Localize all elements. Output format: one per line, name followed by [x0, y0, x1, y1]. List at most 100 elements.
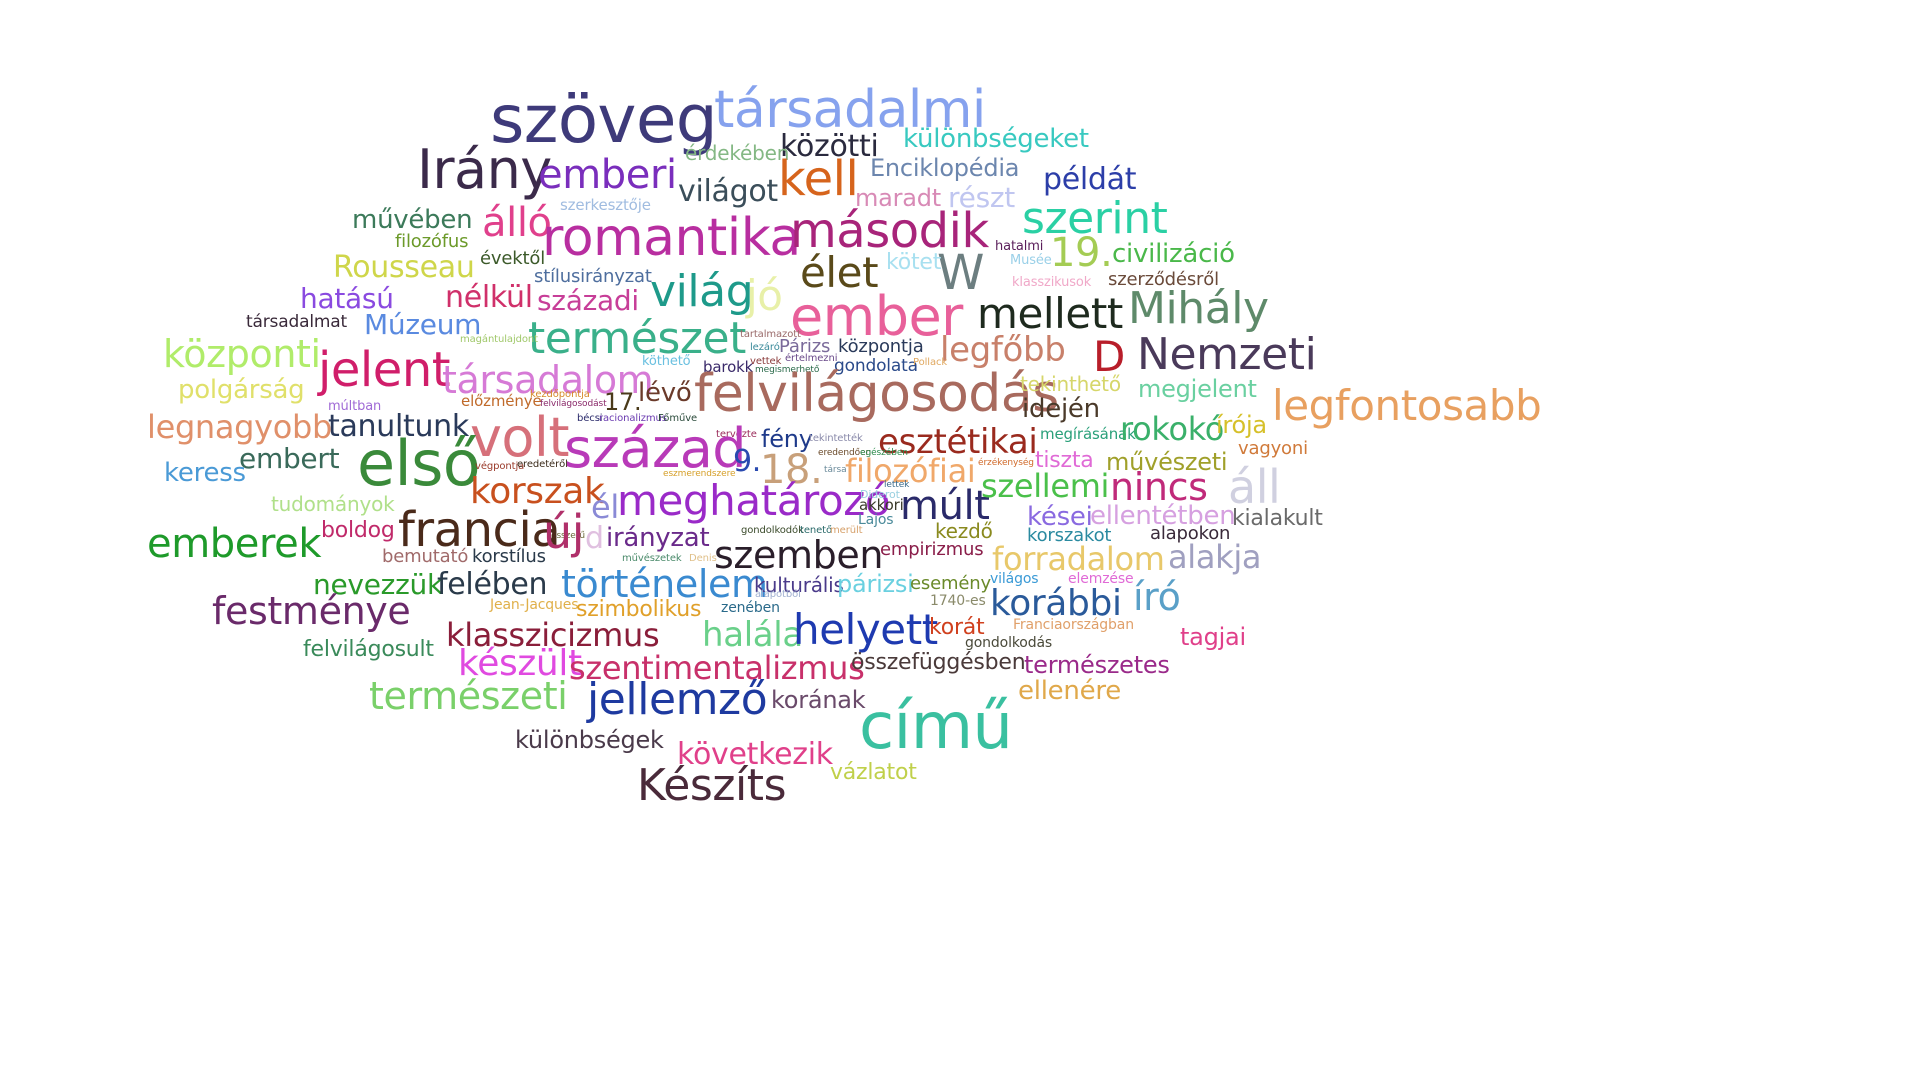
word-embert: embert: [239, 442, 340, 475]
word-élet: élet: [800, 248, 879, 297]
word-merült: merült: [830, 525, 863, 536]
word-érzékenység: érzékenység: [978, 458, 1034, 468]
word-vagyoni: vagyoni: [1238, 438, 1308, 459]
word-művében: művében: [352, 205, 473, 235]
word-új: új: [543, 505, 585, 559]
word-múzeum: Múzeum: [364, 308, 482, 341]
word-filozófus: filozófus: [395, 231, 469, 252]
word-következik: következik: [677, 737, 833, 772]
word-jó: jó: [746, 271, 783, 320]
word-írója: írója: [1216, 411, 1267, 439]
word-gondolkodás: gondolkodás: [965, 635, 1053, 651]
word-első: első: [357, 427, 481, 500]
word-szentimentalizmus: szentimentalizmus: [569, 649, 865, 687]
word-gondolkodók: gondolkodók: [741, 525, 804, 536]
word-századi: századi: [537, 284, 639, 317]
word-felében: felében: [437, 567, 548, 602]
word-főműve: Főműve: [658, 413, 698, 424]
word-emberek: emberek: [147, 521, 322, 567]
word-köthető: köthető: [642, 354, 691, 369]
word-klasszikusok: klasszikusok: [1012, 275, 1092, 290]
word-1740-es: 1740-es: [930, 593, 986, 609]
word-előzménye: előzménye: [461, 392, 542, 410]
word-megismerhető: megismerhető: [755, 365, 820, 375]
word-jellemző: jellemző: [587, 674, 768, 725]
word-meghatározó: meghatározó: [617, 476, 891, 525]
word-keress: keress: [164, 458, 246, 488]
word-mellett: mellett: [977, 289, 1123, 338]
word-korstílus: korstílus: [472, 546, 546, 567]
word-történelem: történelem: [561, 562, 768, 606]
word-művészetek: művészetek: [622, 553, 682, 564]
word-közötti: közötti: [780, 129, 879, 164]
word-w: W: [937, 245, 984, 301]
word-értelmezni: értelmezni: [785, 353, 838, 364]
word-világot: világot: [678, 174, 778, 209]
word-tiszta: tiszta: [1035, 448, 1094, 473]
word-fény: fény: [761, 425, 813, 453]
word-jean-jacques: Jean-Jacques: [490, 597, 579, 613]
word-részt: részt: [948, 181, 1015, 214]
word-második: második: [790, 203, 989, 259]
word-zenében: zenében: [721, 600, 780, 616]
word-d-small: d: [585, 521, 604, 556]
word-felvilágosodást: felvilágosodást: [540, 399, 607, 409]
word-racionalizmus: racionalizmus: [599, 413, 667, 424]
word-18: 18.: [760, 447, 823, 493]
word-művészeti: művészeti: [1106, 448, 1228, 476]
word-század: század: [564, 417, 747, 480]
word-hatású: hatású: [300, 282, 394, 315]
word-tekinthető: tekinthető: [1020, 372, 1121, 396]
word-múltban: múltban: [328, 399, 382, 414]
word-rousseau: Rousseau: [333, 250, 475, 285]
word-természeti: természeti: [369, 674, 568, 718]
word-egészében: egészében: [860, 448, 908, 458]
word-d: D: [1093, 332, 1125, 381]
word-tekintették: tekintették: [809, 433, 863, 444]
word-gondolata: gondolata: [834, 356, 918, 376]
word-kötet: kötet: [886, 250, 942, 275]
word-párizs: Párizs: [779, 336, 831, 357]
word-jelent: jelent: [318, 342, 451, 398]
word-kulturális: kulturális: [754, 573, 844, 597]
word-tervezte: tervezte: [716, 429, 757, 440]
word-szellemi: szellemi: [981, 467, 1110, 505]
word-irány: Irány: [417, 138, 552, 201]
word-eredendően: eredendően: [818, 448, 872, 458]
word-korszak: korszak: [470, 471, 605, 512]
word-stílusirányzat: stílusirányzat: [534, 266, 652, 287]
word-alakja: alakja: [1168, 538, 1262, 576]
word-tanultunk: tanultunk: [328, 409, 469, 444]
word-19: 19.: [1050, 230, 1113, 276]
word-múlt: múlt: [900, 483, 990, 529]
word-világ: világ: [650, 266, 754, 317]
word-elemzése: elemzése: [1068, 571, 1134, 587]
word-alapokon: alapokon: [1150, 523, 1231, 544]
word-pollack: Pollack: [913, 357, 948, 368]
word-szimbolikus: szimbolikus: [576, 597, 702, 622]
word-lezáró: lezáró: [750, 342, 780, 353]
word-alapotból: alapotból: [755, 589, 801, 600]
word-készült: készült: [458, 643, 582, 684]
word-kell: kell: [778, 151, 859, 207]
word-lajos: Lajos: [858, 512, 894, 528]
word-volt: volt: [470, 406, 570, 469]
word-ellentétben: ellentétben: [1090, 501, 1236, 531]
word-esztétikai: esztétikai: [878, 422, 1038, 462]
word-halála: halála: [702, 615, 803, 655]
word-legnagyobb: legnagyobb: [147, 408, 333, 446]
word-polgárság: polgárság: [178, 375, 305, 405]
word-rokokó: rokokó: [1120, 410, 1225, 448]
word-kezdő: kezdő: [935, 519, 993, 543]
word-nincs: nincs: [1110, 465, 1208, 509]
word-lévő: lévő: [638, 378, 692, 408]
word-vettek: vettek: [750, 356, 782, 367]
word-tenető: tenető: [800, 525, 833, 536]
word-érdekében: érdekében: [685, 141, 790, 165]
word-összefüggésben: összefüggésben: [851, 650, 1026, 675]
word-világos: világos: [990, 571, 1039, 587]
word-ellenére: ellenére: [1018, 676, 1121, 706]
word-szerződésről: szerződésről: [1108, 269, 1219, 290]
word-társadalmi: társadalmi: [714, 80, 986, 140]
word-író: író: [1133, 575, 1181, 619]
